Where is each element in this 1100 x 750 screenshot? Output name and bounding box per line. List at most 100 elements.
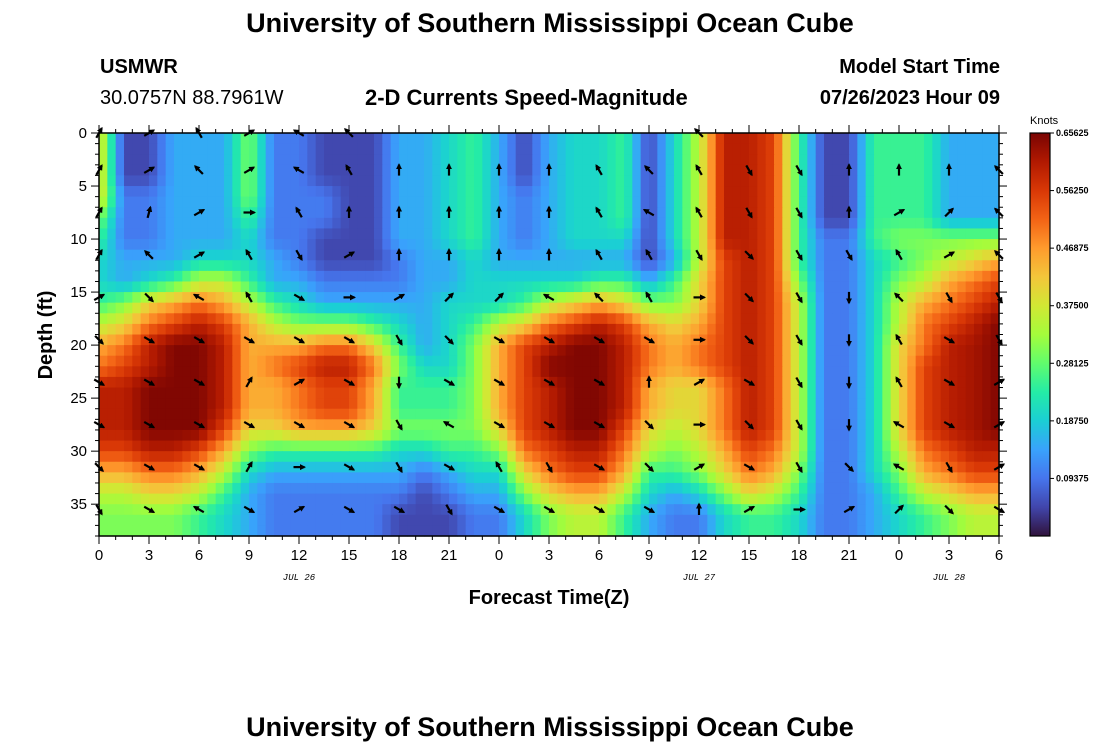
current-vector	[144, 250, 154, 260]
heatmap-cell	[232, 429, 242, 442]
heatmap-cell	[840, 419, 850, 431]
heatmap-cell	[824, 493, 833, 505]
heatmap-cell	[307, 175, 317, 187]
heatmap-cell	[124, 249, 133, 261]
heatmap-cell	[349, 133, 358, 145]
heatmap-cell	[765, 186, 775, 198]
heatmap-cell	[890, 398, 900, 410]
heatmap-cell	[840, 398, 850, 410]
heatmap-cell	[757, 164, 767, 177]
heatmap-cell	[607, 323, 617, 336]
heatmap-cell	[524, 345, 533, 357]
current-vector	[243, 166, 256, 174]
heatmap-cell	[732, 440, 742, 452]
heatmap-cell	[815, 451, 825, 463]
heatmap-cell	[282, 228, 292, 240]
heatmap-cell	[307, 292, 317, 304]
heatmap-cell	[549, 175, 558, 187]
heatmap-cell	[457, 440, 467, 452]
heatmap-cell	[457, 419, 467, 431]
heatmap-cell	[207, 429, 217, 442]
heatmap-cell	[465, 334, 475, 346]
heatmap-cell	[507, 292, 517, 304]
heatmap-cell	[824, 387, 833, 399]
heatmap-cell	[757, 345, 767, 357]
heatmap-cell	[190, 398, 200, 410]
heatmap-cell	[499, 451, 508, 463]
heatmap-cell	[315, 164, 325, 177]
current-vector	[193, 336, 206, 344]
heatmap-cell	[382, 143, 392, 155]
heatmap-cell	[865, 461, 875, 473]
current-vector	[795, 419, 803, 431]
heatmap-cell	[649, 196, 658, 208]
heatmap-cell	[849, 355, 858, 367]
heatmap-cell	[782, 472, 792, 484]
heatmap-cell	[957, 398, 967, 410]
heatmap-cell	[340, 281, 350, 293]
heatmap-cell	[874, 164, 883, 177]
heatmap-cell	[532, 525, 542, 537]
heatmap-cell	[282, 260, 292, 272]
heatmap-cell	[565, 175, 575, 187]
heatmap-cell	[665, 217, 675, 230]
heatmap-cell	[782, 175, 792, 187]
heatmap-cell	[149, 249, 158, 261]
heatmap-cell	[724, 504, 733, 516]
heatmap-cell	[274, 217, 283, 230]
heatmap-cell	[199, 323, 208, 336]
heatmap-cell	[774, 366, 783, 378]
heatmap-cell	[807, 143, 817, 155]
heatmap-cell	[140, 451, 150, 463]
heatmap-cell	[340, 398, 350, 410]
heatmap-cell	[249, 355, 258, 367]
heatmap-cell	[865, 154, 875, 166]
heatmap-cell	[240, 228, 250, 240]
heatmap-cell	[507, 164, 517, 177]
heatmap-cell	[140, 387, 150, 399]
current-vector	[245, 291, 253, 303]
heatmap-cell	[415, 525, 425, 537]
heatmap-cell	[915, 292, 925, 304]
heatmap-cell	[257, 493, 267, 505]
heatmap-cell	[107, 302, 117, 314]
heatmap-cell	[390, 228, 400, 240]
heatmap-cell	[374, 461, 383, 473]
heatmap-cell	[724, 387, 733, 399]
heatmap-cell	[240, 175, 250, 187]
heatmap-cell	[732, 164, 742, 177]
heatmap-cell	[207, 281, 217, 293]
heatmap-cell	[507, 175, 517, 187]
heatmap-cell	[740, 249, 750, 261]
heatmap-cell	[349, 239, 358, 251]
heatmap-cell	[290, 440, 300, 452]
heatmap-cell	[840, 292, 850, 304]
station-name: USMWR	[100, 56, 178, 78]
heatmap-cell	[640, 419, 650, 431]
heatmap-cell	[874, 260, 883, 272]
heatmap-cell	[590, 472, 600, 484]
heatmap-cell	[965, 482, 975, 495]
heatmap-cell	[99, 154, 108, 166]
heatmap-cell	[590, 196, 600, 208]
heatmap-cell	[940, 292, 950, 304]
heatmap-cell	[649, 440, 658, 452]
heatmap-cell	[374, 440, 383, 452]
current-vector	[193, 378, 206, 386]
current-vector	[493, 336, 506, 344]
heatmap-cell	[682, 249, 692, 261]
heatmap-cell	[357, 260, 367, 272]
heatmap-cell	[657, 408, 667, 420]
heatmap-cell	[590, 313, 600, 325]
heatmap-cell	[907, 419, 917, 431]
heatmap-cell	[949, 133, 958, 145]
heatmap-cell	[807, 164, 817, 177]
heatmap-cell	[932, 196, 942, 208]
current-vector	[143, 420, 156, 429]
heatmap-cell	[565, 323, 575, 336]
heatmap-cell	[815, 133, 825, 145]
heatmap-cell	[257, 472, 267, 484]
heatmap-cell	[574, 186, 583, 198]
heatmap-cell	[974, 186, 983, 198]
heatmap-cell	[365, 482, 375, 495]
